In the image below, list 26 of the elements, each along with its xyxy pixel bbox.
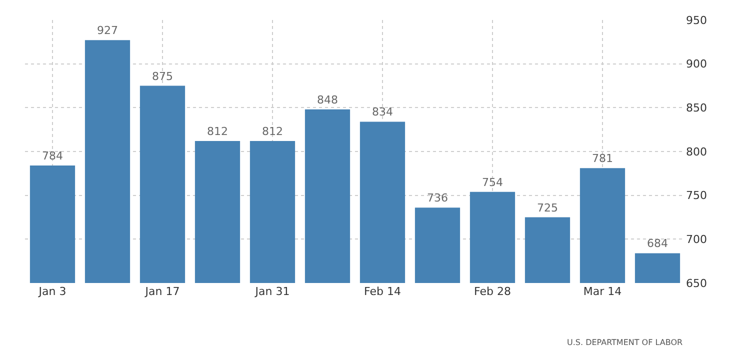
y-tick-label: 900 (686, 58, 707, 71)
x-tick-label: Feb 14 (364, 285, 401, 298)
data-label: 784 (42, 150, 63, 163)
data-label: 875 (152, 70, 173, 83)
x-tick-label: Feb 28 (474, 285, 511, 298)
y-tick-label: 800 (686, 145, 707, 158)
y-tick-label: 650 (686, 276, 707, 290)
data-label: 684 (647, 237, 668, 250)
data-label: 834 (372, 106, 393, 119)
data-label: 725 (537, 201, 558, 214)
y-tick-label: 700 (686, 233, 707, 246)
y-tick-label: 950 (686, 14, 707, 27)
data-label: 781 (592, 152, 613, 166)
data-label: 754 (482, 176, 503, 189)
data-label: 848 (317, 93, 338, 106)
data-label: 736 (427, 192, 448, 205)
text: U.S. DEPARTMENT OF LABOR (567, 338, 683, 347)
data-label: 927 (97, 24, 118, 38)
x-tick-label: Jan 3 (38, 285, 66, 298)
y-tick-label: 850 (686, 102, 707, 115)
data-label: 812 (262, 124, 283, 138)
x-tick-label: Jan 17 (144, 285, 180, 298)
x-tick-label: Jan 31 (254, 285, 290, 298)
y-tick-label: 750 (686, 189, 707, 202)
data-label: 812 (207, 124, 228, 138)
x-tick-label: Mar 14 (583, 285, 622, 298)
